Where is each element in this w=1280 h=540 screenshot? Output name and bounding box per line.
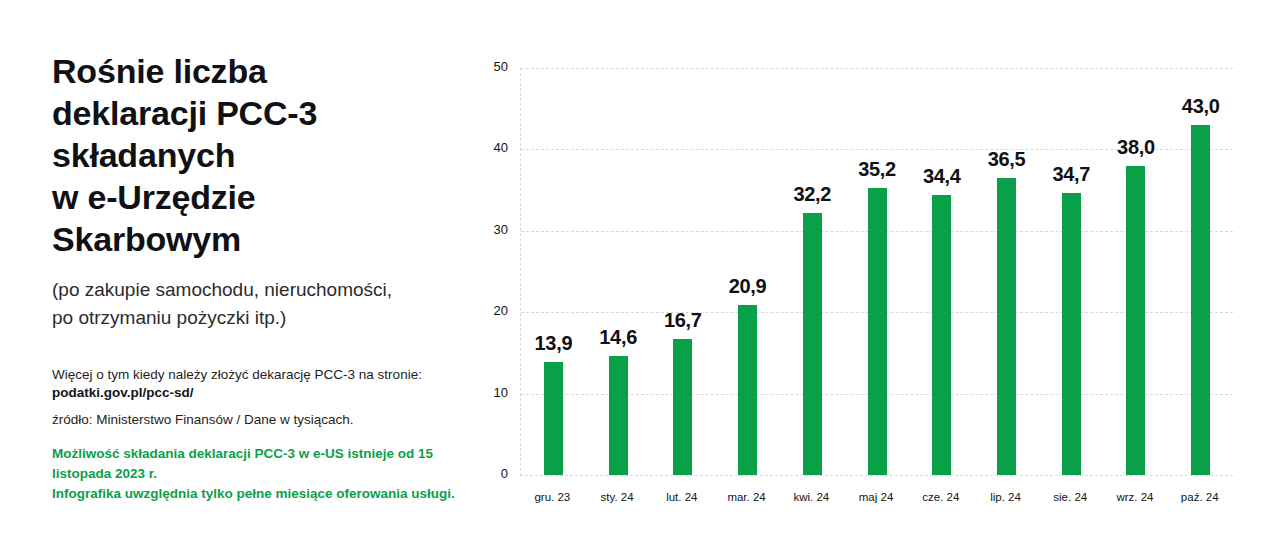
bar-slot: 14,6 xyxy=(586,68,651,475)
bar xyxy=(868,188,887,475)
bar-value-label: 38,0 xyxy=(1117,136,1155,159)
availability-note: Możliwość składania deklaracji PCC-3 w e… xyxy=(52,444,472,504)
title-line: Rośnie liczba xyxy=(52,50,317,92)
title-line: składanych xyxy=(52,134,317,176)
bar-value-label: 32,2 xyxy=(793,183,831,206)
bar-value-label: 34,7 xyxy=(1052,163,1090,186)
y-axis-tick-label: 30 xyxy=(450,222,508,237)
infographic-canvas: Rośnie liczba deklaracji PCC-3 składanyc… xyxy=(0,0,1280,540)
title-line: w e-Urzędzie xyxy=(52,176,317,218)
bar xyxy=(1126,166,1145,475)
subtitle: (po zakupie samochodu, nieruchomości, po… xyxy=(52,276,392,332)
x-category-label: kwi. 24 xyxy=(779,483,844,503)
x-category-label: lip. 24 xyxy=(973,483,1038,503)
x-category-label: maj 24 xyxy=(844,483,909,503)
left-panel: Rośnie liczba deklaracji PCC-3 składanyc… xyxy=(52,0,472,540)
bar-slot: 36,5 xyxy=(974,68,1039,475)
y-axis-tick-label: 40 xyxy=(450,140,508,155)
x-category-label: lut. 24 xyxy=(649,483,714,503)
x-category-label: sty. 24 xyxy=(585,483,650,503)
bar-value-label: 43,0 xyxy=(1182,95,1220,118)
y-axis-tick-label: 10 xyxy=(450,385,508,400)
bar xyxy=(932,195,951,475)
page-title: Rośnie liczba deklaracji PCC-3 składanyc… xyxy=(52,50,317,260)
y-axis-tick-label: 50 xyxy=(450,59,508,74)
x-category-label: gru. 23 xyxy=(520,483,585,503)
title-line: Skarbowym xyxy=(52,218,317,260)
x-category-label: sie. 24 xyxy=(1038,483,1103,503)
bar xyxy=(544,362,563,475)
bar-value-label: 35,2 xyxy=(858,158,896,181)
bar-value-label: 14,6 xyxy=(599,326,637,349)
bar-slot: 13,9 xyxy=(521,68,586,475)
bar xyxy=(609,356,628,475)
bars-container: 13,9 14,6 16,7 20,9 32,2 35,2 34,4 36,5 34,7 38,0… xyxy=(521,68,1233,475)
x-category-label: cze. 24 xyxy=(908,483,973,503)
bar-slot: 34,4 xyxy=(909,68,974,475)
bar-slot: 16,7 xyxy=(650,68,715,475)
y-axis-tick-label: 0 xyxy=(450,466,508,481)
x-category-label: wrz. 24 xyxy=(1103,483,1168,503)
source-note: źródło: Ministerstwo Finansów / Dane w t… xyxy=(52,412,354,427)
bar xyxy=(803,213,822,475)
bar-slot: 38,0 xyxy=(1104,68,1169,475)
bar-value-label: 16,7 xyxy=(664,309,702,332)
bar-value-label: 20,9 xyxy=(729,275,767,298)
subtitle-line: po otrzymaniu pożyczki itp.) xyxy=(52,304,392,332)
plot-area: 13,9 14,6 16,7 20,9 32,2 35,2 34,4 36,5 34,7 38,0… xyxy=(520,68,1233,476)
bar xyxy=(997,178,1016,475)
more-info-text: Więcej o tym kiedy należy złożyć dekarac… xyxy=(52,365,422,384)
subtitle-line: (po zakupie samochodu, nieruchomości, xyxy=(52,276,392,304)
bar xyxy=(1191,125,1210,475)
bar-slot: 43,0 xyxy=(1168,68,1233,475)
x-category-label: paź. 24 xyxy=(1167,483,1232,503)
bar xyxy=(738,305,757,475)
bar-slot: 32,2 xyxy=(780,68,845,475)
x-category-label: mar. 24 xyxy=(714,483,779,503)
bar xyxy=(673,339,692,475)
bar-chart: 0 10 20 30 40 50 13,9 14,6 16,7 20,9 32,2 35,2 34,4… xyxy=(450,55,1250,525)
y-axis-tick-label: 20 xyxy=(450,303,508,318)
availability-note-line: Infografika uwzględnia tylko pełne miesi… xyxy=(52,484,472,504)
bar-value-label: 34,4 xyxy=(923,165,961,188)
bar-slot: 35,2 xyxy=(845,68,910,475)
bar-slot: 20,9 xyxy=(715,68,780,475)
availability-note-line: Możliwość składania deklaracji PCC-3 w e… xyxy=(52,444,472,484)
bar-value-label: 36,5 xyxy=(988,148,1026,171)
website-link: podatki.gov.pl/pcc-sd/ xyxy=(52,385,194,400)
bar-slot: 34,7 xyxy=(1039,68,1104,475)
bar-value-label: 13,9 xyxy=(535,332,573,355)
title-line: deklaracji PCC-3 xyxy=(52,92,317,134)
bar xyxy=(1062,193,1081,475)
x-axis: gru. 23sty. 24lut. 24mar. 24kwi. 24maj 2… xyxy=(520,483,1232,503)
